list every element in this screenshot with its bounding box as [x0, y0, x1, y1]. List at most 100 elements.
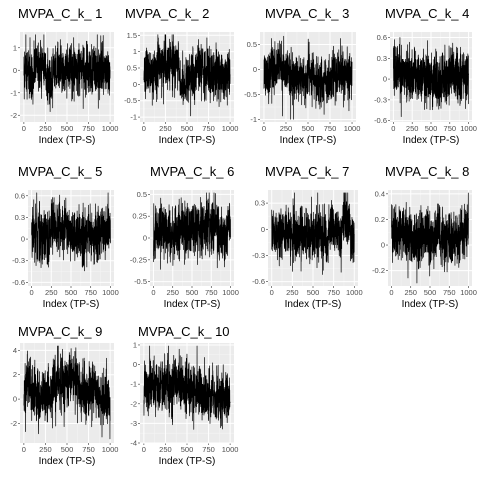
x-tick-label: 500 — [61, 445, 74, 454]
facet-title: MVPA_C_k_ 9 — [18, 324, 102, 339]
x-tick-label: 250 — [45, 288, 58, 297]
facet-title: MVPA_C_k_ 2 — [125, 6, 209, 21]
x-tick-label: 1000 — [344, 124, 361, 133]
y-tick-label: 1 — [133, 47, 137, 56]
y-tick-label: 0.5 — [247, 40, 257, 49]
series-line — [263, 35, 353, 120]
x-tick-label: 250 — [39, 445, 52, 454]
y-tick-label: -0.6 — [12, 278, 25, 287]
y-tick-label: -0.3 — [374, 95, 387, 104]
facet-panel-5: MVPA_C_k_ 5 0 250 500 750 1000 -0.6 -0.3 0 0.3 0.6… — [12, 164, 119, 310]
x-tick-label: 250 — [159, 445, 172, 454]
x-tick-label: 1000 — [222, 124, 239, 133]
y-tick-label: 0 — [21, 235, 25, 244]
x-axis-label: Index (TP-S) — [285, 299, 342, 310]
y-tick-label: 0.5 — [127, 64, 137, 73]
y-tick-label: 0.2 — [375, 215, 385, 224]
x-tick-label: 750 — [327, 288, 340, 297]
facet-panel-4: MVPA_C_k_ 4 0 250 500 750 1000 -0.6 -0.3 0 0.3 0.6… — [374, 6, 477, 146]
x-tick-label: 750 — [202, 445, 215, 454]
series-line — [271, 192, 355, 275]
x-axis-label: Index (TP-S) — [159, 135, 216, 146]
x-tick-label: 1000 — [460, 124, 477, 133]
y-tick-label: 1 — [13, 43, 17, 52]
facet-panel-2: MVPA_C_k_ 2 0 250 500 750 1000 -1 -0.5 0 0.5 1 1.5 I… — [124, 6, 238, 146]
facet-panel-9: MVPA_C_k_ 9 0 250 500 750 1000 -2 0 2 4 Index (TP-… — [10, 324, 118, 467]
x-tick-label: 750 — [82, 124, 95, 133]
x-tick-label: 0 — [142, 445, 146, 454]
facet-panel-10: MVPA_C_k_ 10 0 250 500 750 1000 -4 -3 -2 -1 0 1 Inde… — [130, 324, 238, 467]
x-tick-label: 250 — [39, 124, 52, 133]
x-tick-label: 1000 — [460, 288, 477, 297]
y-tick-label: 0 — [261, 225, 265, 234]
x-tick-label: 750 — [324, 124, 337, 133]
series-line — [391, 192, 469, 284]
x-tick-label: 0 — [22, 124, 26, 133]
x-tick-label: 500 — [181, 445, 194, 454]
y-tick-label: -0.3 — [12, 256, 25, 265]
x-tick-label: 0 — [29, 288, 33, 297]
y-tick-label: 2 — [13, 370, 17, 379]
x-tick-label: 1000 — [346, 288, 363, 297]
y-tick-label: 0.3 — [255, 199, 265, 208]
x-tick-label: 0 — [270, 288, 274, 297]
series-line — [31, 192, 111, 272]
facet-title: MVPA_C_k_ 4 — [385, 6, 469, 21]
x-tick-label: 0 — [142, 124, 146, 133]
x-tick-label: 750 — [443, 288, 456, 297]
x-axis-label: Index (TP-S) — [164, 299, 221, 310]
y-tick-label: -0.5 — [124, 96, 137, 105]
y-tick-label: 0 — [13, 66, 17, 75]
y-tick-label: -1 — [250, 115, 257, 124]
x-tick-label: 0 — [389, 288, 393, 297]
y-tick-label: 0.25 — [132, 212, 147, 221]
x-tick-label: 750 — [84, 288, 97, 297]
series-line — [23, 34, 111, 112]
x-axis-label: Index (TP-S) — [39, 135, 96, 146]
facet-title: MVPA_C_k_ 5 — [18, 164, 102, 179]
x-tick-label: 500 — [302, 124, 315, 133]
y-tick-label: -0.6 — [374, 116, 387, 125]
x-tick-label: 500 — [425, 124, 438, 133]
y-tick-label: -2 — [10, 111, 17, 120]
x-axis-label: Index (TP-S) — [39, 456, 96, 467]
y-tick-label: 0.3 — [377, 54, 387, 63]
facet-title: MVPA_C_k_ 3 — [265, 6, 349, 21]
facet-panel-3: MVPA_C_k_ 3 0 250 500 750 1000 -1 -0.5 0 0.5 Index… — [244, 6, 360, 146]
x-tick-label: 1000 — [222, 445, 239, 454]
y-tick-label: 0 — [383, 75, 387, 84]
x-tick-label: 0 — [391, 124, 395, 133]
facet-title: MVPA_C_k_ 10 — [138, 324, 230, 339]
y-tick-label: 0.6 — [377, 33, 387, 42]
facet-title: MVPA_C_k_ 7 — [265, 164, 349, 179]
x-axis-label: Index (TP-S) — [403, 135, 460, 146]
x-axis-label: Index (TP-S) — [43, 299, 100, 310]
y-tick-label: -0.3 — [252, 251, 265, 260]
y-tick-label: -0.25 — [130, 255, 147, 264]
x-tick-label: 500 — [307, 288, 320, 297]
series-line — [23, 345, 111, 440]
x-axis-label: Index (TP-S) — [402, 299, 459, 310]
x-tick-label: 500 — [65, 288, 78, 297]
x-tick-label: 250 — [280, 124, 293, 133]
x-axis-label: Index (TP-S) — [280, 135, 337, 146]
x-tick-label: 1000 — [102, 124, 119, 133]
y-tick-label: 1.5 — [127, 31, 137, 40]
y-tick-label: -2 — [10, 419, 17, 428]
y-tick-label: 4 — [13, 346, 17, 355]
y-tick-label: 0 — [381, 241, 385, 250]
facet-panel-8: MVPA_C_k_ 8 0 250 500 750 1000 -0.2 0 0.2 0.4 Inde… — [372, 164, 477, 310]
x-axis-label: Index (TP-S) — [159, 456, 216, 467]
y-tick-label: 0 — [13, 395, 17, 404]
x-tick-label: 750 — [444, 124, 457, 133]
x-tick-label: 250 — [404, 288, 417, 297]
x-tick-label: 500 — [181, 124, 194, 133]
y-tick-label: 0.5 — [137, 190, 147, 199]
y-tick-label: 0 — [133, 80, 137, 89]
series-line — [143, 345, 231, 430]
y-tick-label: -4 — [130, 439, 137, 448]
x-tick-label: 0 — [151, 288, 155, 297]
series-line — [393, 37, 469, 118]
x-tick-label: 250 — [406, 124, 419, 133]
